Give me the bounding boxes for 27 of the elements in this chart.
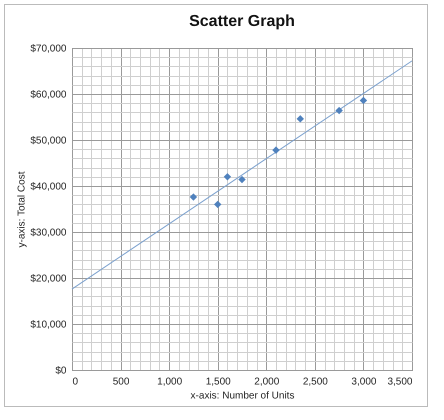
x-tick-label: 1,000 — [157, 376, 183, 388]
point — [272, 146, 280, 154]
point — [238, 176, 246, 184]
point — [224, 173, 232, 181]
y-tick-label: $30,000 — [30, 228, 67, 238]
x-tick-label: 3,000 — [351, 376, 377, 388]
x-tick-label: 2,500 — [302, 376, 328, 388]
point — [335, 106, 343, 114]
point — [190, 193, 198, 201]
y-tick-label: $10,000 — [30, 320, 67, 330]
point — [296, 115, 304, 123]
y-axis-title: y-axis: Total Cost — [16, 171, 28, 248]
y-tick-label: $40,000 — [30, 182, 67, 192]
x-tick-label: 0 — [72, 376, 78, 388]
x-axis-title: x-axis: Number of Units — [190, 390, 294, 402]
x-tick-label: 500 — [112, 376, 130, 388]
y-tick-label: $70,000 — [30, 44, 67, 54]
point — [214, 200, 222, 208]
chart-title: Scatter Graph — [189, 13, 295, 30]
y-tick-label: $0 — [55, 366, 67, 376]
point — [360, 96, 368, 104]
y-tick-label: $50,000 — [30, 136, 67, 146]
x-tick-label: 2,000 — [254, 376, 280, 388]
x-tick-label: 1,500 — [206, 376, 232, 388]
y-tick-label: $20,000 — [30, 274, 67, 284]
y-tick-label: $60,000 — [30, 90, 67, 100]
x-tick-label: 3,500 — [387, 376, 413, 388]
